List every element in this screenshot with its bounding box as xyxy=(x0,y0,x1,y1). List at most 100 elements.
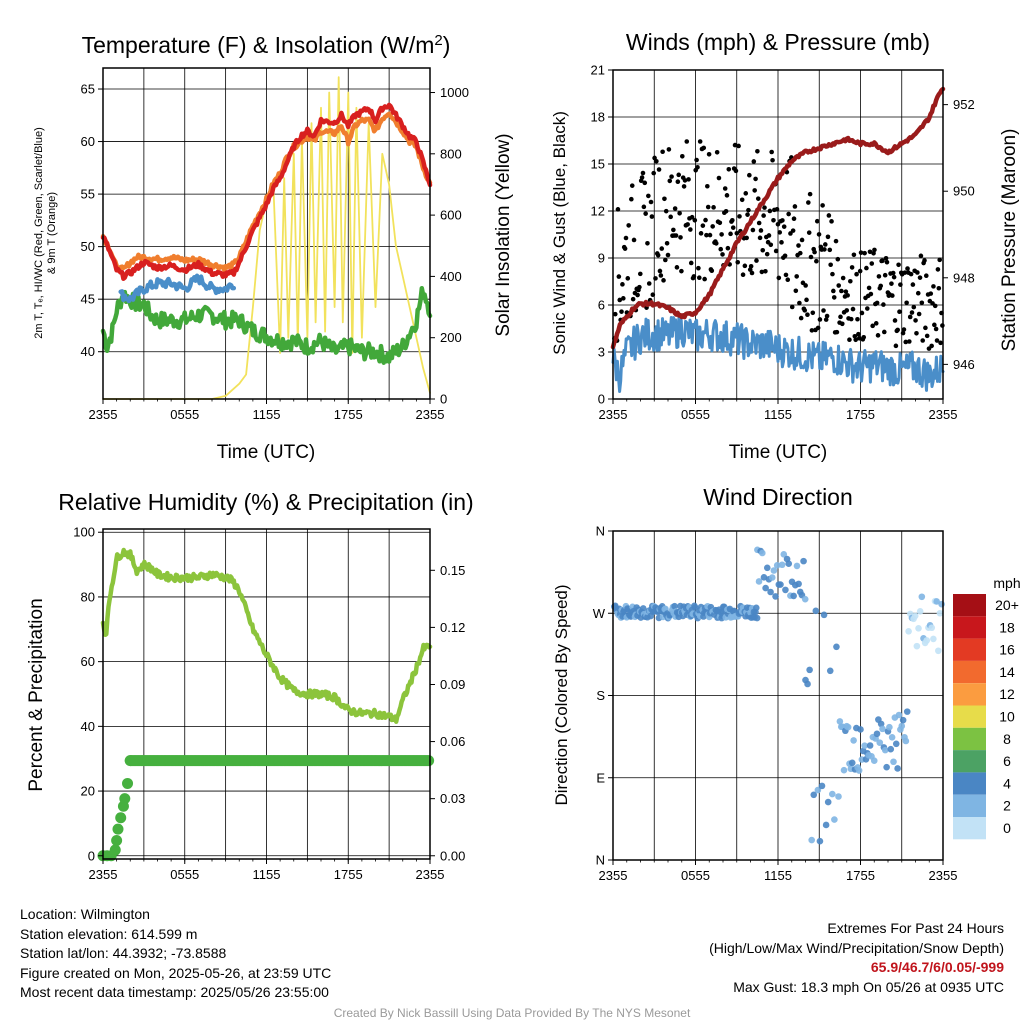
gust-point xyxy=(856,331,861,337)
direction-point xyxy=(933,598,940,605)
direction-point xyxy=(857,726,864,733)
gust-point xyxy=(737,214,742,219)
gust-point xyxy=(768,242,774,248)
direction-point xyxy=(790,592,797,600)
gust-point xyxy=(938,340,943,346)
gust-point xyxy=(865,306,870,311)
x-tick-label: 2355 xyxy=(89,407,118,422)
direction-point xyxy=(873,730,881,738)
y-tick-label: 0 xyxy=(88,848,95,863)
y-tick-label: 15 xyxy=(591,157,605,172)
gust-point xyxy=(902,270,908,275)
direction-point xyxy=(935,647,942,655)
gust-point xyxy=(759,269,765,275)
gust-point xyxy=(637,284,642,290)
gust-point xyxy=(622,246,628,251)
gust-point xyxy=(707,232,713,238)
gust-point xyxy=(936,285,942,291)
gust-point xyxy=(649,214,655,219)
y-tick-label: 3 xyxy=(598,345,605,360)
gust-point xyxy=(890,270,896,276)
temp-ylabel-right: Solar Insolation (Yellow) xyxy=(493,133,514,336)
gust-point xyxy=(682,178,688,183)
y-right-tick-label: 946 xyxy=(953,357,975,372)
direction-point xyxy=(730,607,738,615)
gust-point xyxy=(907,339,912,344)
precip-point xyxy=(423,755,435,767)
temp-ylabel-left-1: 2m T, Tₑ, HI/WC (Red, Green, Scarlet/Blu… xyxy=(33,127,45,339)
gust-point xyxy=(923,273,929,279)
gust-point xyxy=(919,300,925,306)
gust-point xyxy=(782,253,788,259)
direction-point xyxy=(861,742,868,749)
gust-point xyxy=(935,267,941,272)
gust-point xyxy=(730,217,735,223)
gust-point xyxy=(664,240,670,246)
y-tick-label: 50 xyxy=(81,239,95,254)
direction-point xyxy=(844,723,852,731)
gust-point xyxy=(828,262,833,268)
gust-point xyxy=(704,232,709,238)
gust-point xyxy=(777,230,783,235)
gust-point xyxy=(798,315,804,321)
direction-point xyxy=(806,666,813,674)
direction-point xyxy=(899,716,907,724)
gust-point xyxy=(914,330,919,336)
direction-point xyxy=(923,637,931,644)
dir-grid xyxy=(613,531,943,860)
gust-point xyxy=(692,218,698,223)
gust-point xyxy=(734,230,740,236)
y-tick-label: 40 xyxy=(81,344,95,359)
gust-point xyxy=(643,211,648,216)
temp-title: Temperature (F) & Insolation (W/m2) xyxy=(82,32,451,59)
direction-point xyxy=(793,562,801,570)
gust-point xyxy=(749,270,755,276)
gust-point xyxy=(803,283,808,288)
gust-point xyxy=(681,184,687,189)
gust-point xyxy=(862,250,867,256)
gust-point xyxy=(655,252,661,258)
gust-point xyxy=(744,235,749,241)
gust-point xyxy=(739,197,745,203)
precip-point xyxy=(111,835,123,847)
y-tick-label: 20 xyxy=(81,784,95,799)
gust-point xyxy=(830,271,835,277)
gust-point xyxy=(697,139,703,144)
wind-title: Winds (mph) & Pressure (mb) xyxy=(626,29,930,55)
sonic-wind-line xyxy=(611,313,945,393)
gust-point xyxy=(725,245,731,251)
gust-point xyxy=(760,247,766,253)
gust-point xyxy=(831,288,836,294)
y-right-tick-label: 0 xyxy=(440,392,447,407)
gust-point xyxy=(916,311,922,317)
direction-point xyxy=(836,718,844,725)
direction-point xyxy=(866,742,874,749)
direction-point xyxy=(833,643,840,651)
gust-point xyxy=(728,231,733,237)
x-tick-label: 2355 xyxy=(416,407,445,422)
x-tick-label: 0555 xyxy=(170,867,199,882)
info-recent: Most recent data timestamp: 2025/05/26 2… xyxy=(20,984,329,1000)
direction-point xyxy=(795,580,802,588)
gust-point xyxy=(799,237,805,243)
wind-panel: Winds (mph) & Pressure (mb) 2355 0555 1155… xyxy=(550,29,1020,463)
gust-point xyxy=(908,271,914,277)
gust-point xyxy=(892,318,898,323)
gust-point xyxy=(639,175,645,180)
gust-point xyxy=(890,293,895,298)
gust-point xyxy=(922,258,927,263)
x-tick-label: 0555 xyxy=(170,407,199,422)
gust-point xyxy=(620,282,625,287)
info-latlon: Station lat/lon: 44.3932; -73.8588 xyxy=(20,945,227,961)
gust-point xyxy=(838,314,843,320)
y-tick-label: 55 xyxy=(81,187,95,202)
direction-point xyxy=(848,759,856,767)
gust-point xyxy=(714,149,720,155)
gust-point xyxy=(764,251,770,257)
gust-point xyxy=(781,224,787,229)
gust-point xyxy=(797,300,802,306)
gust-point xyxy=(650,292,656,298)
direction-point xyxy=(804,680,811,688)
direction-point xyxy=(938,600,945,608)
gust-point xyxy=(621,296,626,301)
